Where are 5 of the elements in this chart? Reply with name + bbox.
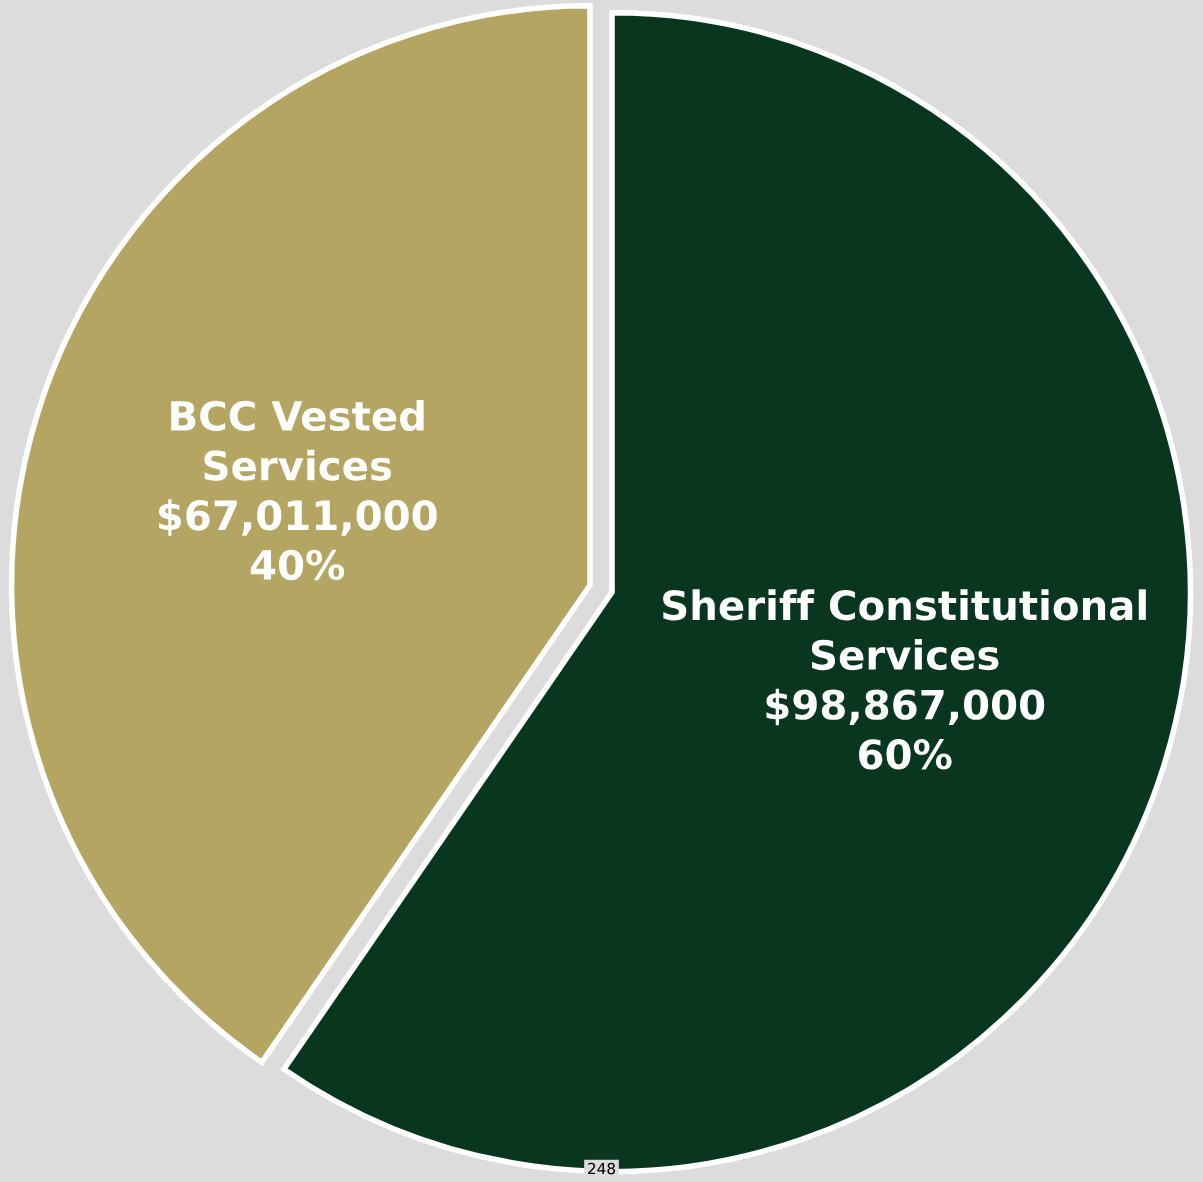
data-label: $67,011,000 40%	[158, 499, 437, 581]
data-label: $98,867,000 60%	[766, 688, 1045, 770]
text: 248	[588, 1162, 616, 1175]
slice-label: BCC Vested Services	[171, 399, 424, 481]
slice-label: Sheriff Constitutional Services	[663, 589, 1146, 671]
